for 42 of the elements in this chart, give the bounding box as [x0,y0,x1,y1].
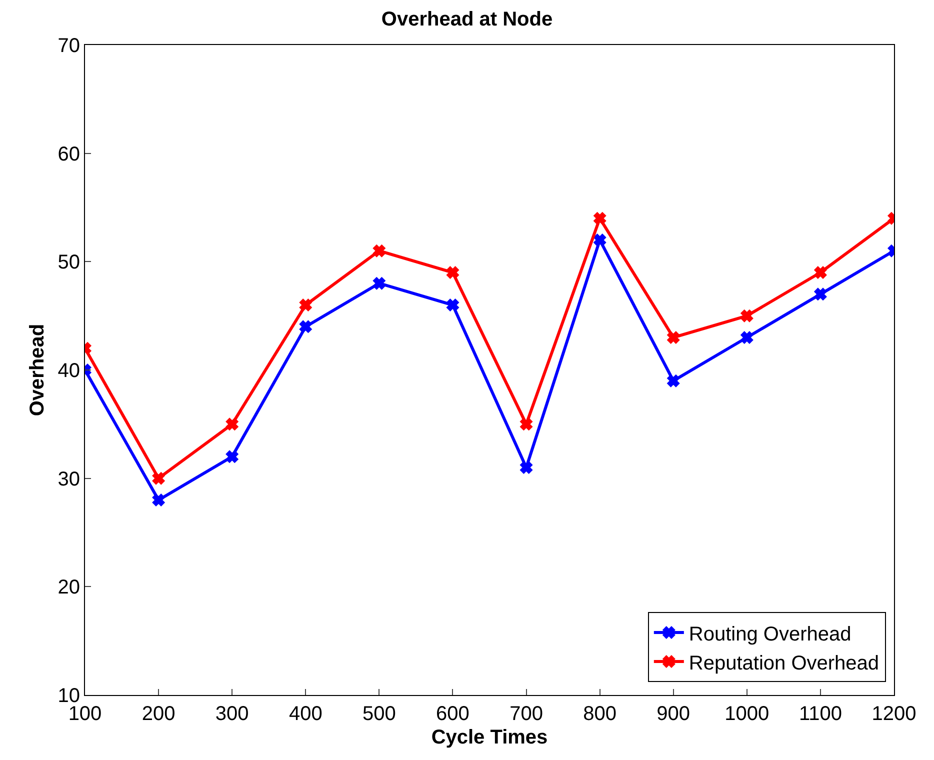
point [373,277,386,290]
x-tick-label: 1100 [798,703,842,725]
x-tick-label: 800 [583,703,617,725]
point [300,320,312,333]
point [152,494,165,506]
point [300,298,312,312]
point [520,418,532,430]
x-tick-label: 300 [215,703,249,725]
x-axis-title: Cycle Times [431,726,548,748]
x-tick-label: 600 [436,703,470,725]
point [152,472,165,484]
x-tick-label: 400 [288,703,322,725]
point [226,418,238,430]
x-tick-label: 700 [510,703,543,725]
point [594,212,606,224]
y-tick-label: 70 [58,35,80,57]
point [226,450,238,463]
point [520,461,532,474]
y-tick-label: 60 [58,143,80,166]
point [373,244,386,257]
point [446,266,459,279]
point [667,374,680,387]
legend-label: Routing Overhead [688,623,852,646]
y-tick-label: 50 [58,252,80,274]
point [814,266,827,279]
x-tick-label: 1200 [872,703,916,725]
legend-label: Reputation Overhead [688,652,880,674]
point [740,310,754,322]
point [594,234,606,246]
point [667,331,680,344]
x-tick-label: 900 [656,703,690,725]
point [740,331,754,344]
point [814,288,827,300]
y-tick-label: 40 [58,360,80,382]
y-tick-label: 30 [58,468,80,490]
chart-title: Overhead at Node [381,8,553,30]
x-tick-label: 500 [362,703,396,725]
y-axis-title: Overhead [26,324,48,416]
x-tick-label: 200 [142,703,176,725]
point [446,298,459,312]
x-tick-label: 1000 [724,703,770,725]
y-tick-label: 20 [58,576,80,599]
